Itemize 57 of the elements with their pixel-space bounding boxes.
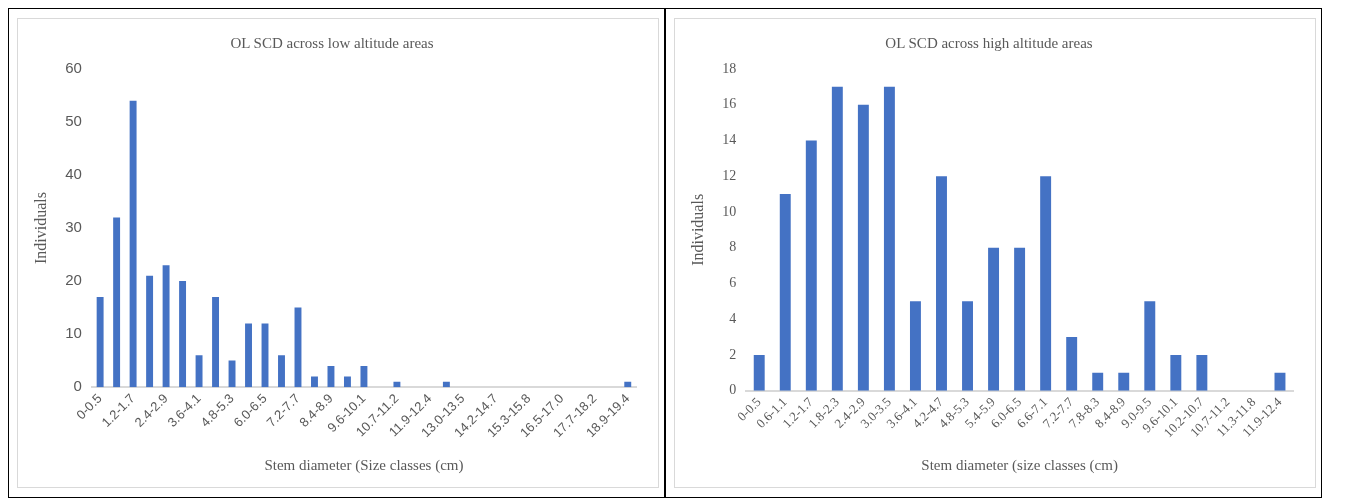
y-tick-label: 4 (729, 310, 737, 326)
bar (1144, 301, 1156, 391)
bar (360, 365, 368, 388)
bar (113, 217, 121, 388)
bar (162, 265, 170, 388)
bar (831, 86, 843, 391)
bar (857, 104, 869, 391)
bar (442, 381, 450, 388)
bar (1118, 372, 1130, 391)
bar (278, 355, 285, 388)
bar (1014, 247, 1026, 391)
bar (343, 376, 351, 388)
y-tick-label: 50 (65, 112, 82, 130)
y-tick-label: 20 (65, 271, 82, 289)
x-axis-title: Stem diameter (size classes (cm) (921, 456, 1118, 474)
y-tick-label: 6 (729, 275, 737, 291)
bar (883, 86, 895, 391)
y-tick-label: 18 (722, 60, 737, 76)
y-axis-title: Individuals (31, 192, 49, 265)
bar (1040, 176, 1052, 391)
bar (1092, 372, 1104, 391)
y-tick-label: 16 (722, 96, 737, 112)
bar (179, 281, 187, 388)
bar (753, 354, 765, 391)
bar (909, 301, 921, 391)
y-tick-label: 12 (722, 167, 737, 183)
bar (393, 381, 401, 388)
y-tick-label: 10 (65, 324, 82, 342)
y-tick-label: 14 (722, 132, 737, 148)
y-tick-label: 60 (65, 59, 82, 77)
bar (129, 100, 137, 388)
bar (96, 296, 104, 388)
bar (1196, 354, 1208, 391)
y-tick-label: 40 (65, 165, 82, 183)
bar (146, 275, 154, 388)
bar (805, 140, 817, 391)
bar (962, 301, 973, 391)
bar (1066, 337, 1078, 391)
bar (1170, 354, 1182, 391)
chart-title: OL SCD across high altitude areas (885, 34, 1093, 51)
bar (624, 381, 632, 388)
y-tick-label: 2 (729, 346, 737, 362)
y-tick-label: 0 (73, 377, 82, 395)
y-axis-title: Individuals (688, 193, 706, 266)
y-tick-label: 8 (729, 239, 737, 255)
y-tick-label: 0 (729, 382, 737, 398)
bar (936, 176, 947, 391)
y-tick-label: 10 (722, 203, 737, 219)
bar (212, 296, 220, 388)
x-axis-title: Stem diameter (Size classes (cm) (264, 456, 464, 474)
y-tick-label: 30 (65, 218, 82, 236)
bar (311, 376, 318, 388)
bar (779, 194, 791, 391)
bar (195, 355, 203, 388)
bar (988, 247, 1000, 391)
bar (245, 323, 252, 388)
chart-title: OL SCD across low altitude areas (230, 34, 434, 51)
